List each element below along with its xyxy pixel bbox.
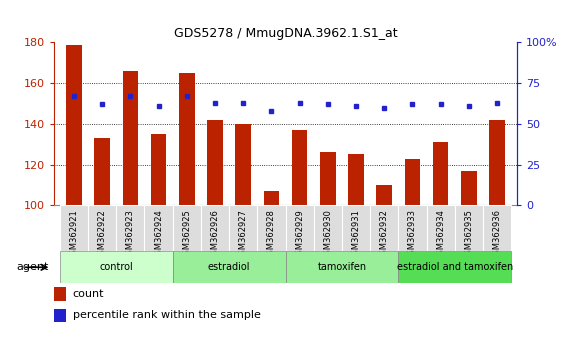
Bar (235, 124, 251, 205)
Text: agent: agent (16, 262, 49, 272)
Bar (313, 205, 342, 251)
Bar (489, 120, 505, 205)
Text: GSM362936: GSM362936 (493, 209, 501, 260)
Bar (427, 205, 455, 251)
Text: GSM362926: GSM362926 (211, 209, 219, 260)
Text: control: control (99, 262, 133, 272)
Bar (376, 185, 392, 205)
Text: GSM362935: GSM362935 (464, 209, 473, 260)
Bar (455, 205, 483, 251)
Bar (144, 205, 172, 251)
Bar (54, 287, 66, 301)
Bar (399, 251, 511, 283)
Text: count: count (73, 289, 104, 299)
Text: GSM362927: GSM362927 (239, 209, 248, 260)
Bar (286, 205, 313, 251)
Text: GSM362933: GSM362933 (408, 209, 417, 260)
Bar (342, 205, 370, 251)
Bar (172, 251, 286, 283)
Bar (320, 152, 336, 205)
Bar (54, 309, 66, 322)
Text: GSM362930: GSM362930 (323, 209, 332, 260)
Bar (483, 205, 511, 251)
Title: GDS5278 / MmugDNA.3962.1.S1_at: GDS5278 / MmugDNA.3962.1.S1_at (174, 27, 397, 40)
Bar (60, 205, 88, 251)
Text: GSM362932: GSM362932 (380, 209, 389, 260)
Bar (292, 130, 307, 205)
Bar (151, 134, 166, 205)
Bar (123, 71, 138, 205)
Bar (286, 251, 399, 283)
Bar (207, 120, 223, 205)
Bar (461, 171, 477, 205)
Bar (229, 205, 258, 251)
Bar (370, 205, 399, 251)
Bar (201, 205, 229, 251)
Text: estradiol: estradiol (208, 262, 250, 272)
Text: GSM362931: GSM362931 (352, 209, 360, 260)
Text: tamoxifen: tamoxifen (317, 262, 367, 272)
Bar (66, 45, 82, 205)
Bar (433, 142, 448, 205)
Bar (172, 205, 201, 251)
Text: GSM362923: GSM362923 (126, 209, 135, 260)
Text: GSM362928: GSM362928 (267, 209, 276, 260)
Bar (348, 154, 364, 205)
Text: percentile rank within the sample: percentile rank within the sample (73, 310, 260, 320)
Text: GSM362924: GSM362924 (154, 209, 163, 260)
Text: GSM362925: GSM362925 (182, 209, 191, 260)
Bar (88, 205, 116, 251)
Bar (116, 205, 144, 251)
Bar (179, 73, 195, 205)
Text: GSM362922: GSM362922 (98, 209, 107, 260)
Bar (60, 251, 172, 283)
Text: GSM362929: GSM362929 (295, 209, 304, 260)
Bar (258, 205, 286, 251)
Text: GSM362934: GSM362934 (436, 209, 445, 260)
Bar (399, 205, 427, 251)
Text: estradiol and tamoxifen: estradiol and tamoxifen (397, 262, 513, 272)
Text: GSM362921: GSM362921 (70, 209, 78, 260)
Bar (94, 138, 110, 205)
Bar (264, 191, 279, 205)
Bar (405, 159, 420, 205)
